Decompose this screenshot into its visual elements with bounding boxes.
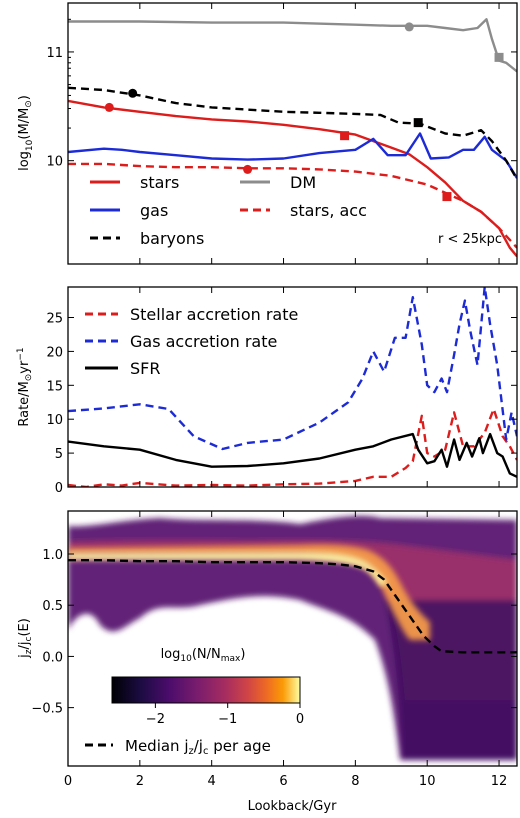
y-tick-label: 5 <box>55 447 63 462</box>
y-tick-label: 0 <box>55 481 63 496</box>
mid-legend: Stellar accretion rate Gas accretion rate… <box>85 305 298 378</box>
legend-label-stars: stars <box>140 173 179 192</box>
top-y-axis-label: log10(M/M⊙) <box>17 95 35 171</box>
series-line-stars-acc <box>68 162 517 249</box>
x-tick-label: 10 <box>419 774 436 789</box>
y-tick-label: 0.5 <box>42 599 63 614</box>
mid-y-axis-label: Rate/M⊙yr−1 <box>16 347 34 426</box>
mass-curves <box>68 18 517 258</box>
colorbar-gradient <box>111 676 301 704</box>
x-axis-label: Lookback/Gyr <box>248 799 337 814</box>
mass-markers <box>104 22 504 202</box>
legend-label-dm: DM <box>290 173 316 192</box>
marker-square <box>442 192 452 202</box>
bottom-legend: Median jz/jc per age <box>85 737 271 757</box>
y-tick-label: 20 <box>46 345 63 360</box>
mid-axis-ticks: 0 5 10 15 20 25 <box>46 287 517 496</box>
series-line-stellar-accretion-rate <box>68 407 517 487</box>
legend-label-median: Median jz/jc per age <box>125 737 271 757</box>
y-tick-label: 1.0 <box>42 548 63 563</box>
y-tick-label: 15 <box>46 379 63 394</box>
legend-label-gas: gas <box>140 201 168 220</box>
marker-square <box>413 118 423 128</box>
marker-circle <box>128 88 138 98</box>
median-curve <box>68 559 517 654</box>
plot-frame <box>67 2 518 265</box>
legend-label-stars-acc: stars, acc <box>290 201 367 220</box>
panel-circularity: −0.5 0.0 0.5 1.0 0 2 4 6 8 10 12 jz/jc(E) Lookback… <box>17 510 518 814</box>
marker-square <box>340 131 350 141</box>
rate-curves <box>68 287 517 487</box>
series-line-median-j-z-j-c-per-age <box>68 559 517 654</box>
y-tick-label: 25 <box>46 312 63 327</box>
series-line-baryons <box>68 86 517 180</box>
colorbar: log10(N/Nmax) −2 −1 0 <box>111 647 304 727</box>
x-tick-label: 4 <box>208 774 216 789</box>
marker-circle <box>243 164 253 174</box>
heatmap-core <box>68 552 388 586</box>
colorbar-label: log10(N/Nmax) <box>161 647 246 664</box>
x-tick-label: 12 <box>491 774 508 789</box>
heatmap <box>68 515 517 760</box>
marker-square <box>494 52 504 62</box>
radius-annotation: r < 25kpc <box>438 232 502 247</box>
series-line-gas <box>68 132 517 179</box>
x-tick-label: 2 <box>136 774 144 789</box>
y-tick-label: 10 <box>46 155 63 170</box>
legend-label-gas-accretion-rate: Gas accretion rate <box>130 332 277 351</box>
bottom-axis-ticks: −0.5 0.0 0.5 1.0 0 2 4 6 8 10 12 <box>31 511 517 789</box>
plot-frame <box>67 286 518 488</box>
y-tick-label: −0.5 <box>31 702 63 717</box>
series-line-gas-accretion-rate <box>68 287 517 451</box>
marker-circle <box>104 102 114 112</box>
y-tick-label: 0.0 <box>42 650 63 665</box>
marker-circle <box>404 22 414 32</box>
colorbar-tick-label: 0 <box>296 712 304 727</box>
series-line-dm <box>68 18 517 73</box>
legend-label-stellar-accretion-rate: Stellar accretion rate <box>130 305 298 324</box>
x-tick-label: 6 <box>279 774 287 789</box>
series-line-sfr <box>68 432 517 478</box>
top-legend: stars gas baryons DM stars, acc <box>90 173 367 248</box>
bottom-y-axis-label: jz/jc(E) <box>17 618 34 659</box>
y-tick-label: 11 <box>46 46 63 61</box>
x-tick-label: 0 <box>64 774 72 789</box>
panel-stellar-mass: 10 11 log10(M/M⊙) stars gas baryons DM stars,… <box>17 2 518 265</box>
legend-label-baryons: baryons <box>140 229 204 248</box>
panel-rates: 0 5 10 15 20 25 Rate/M⊙yr−1 Stellar accretion… <box>16 286 518 496</box>
x-tick-label: 8 <box>351 774 359 789</box>
colorbar-tick-label: −1 <box>218 712 237 727</box>
top-axis-ticks: 10 11 <box>46 3 517 264</box>
y-tick-label: 10 <box>46 413 63 428</box>
legend-label-sfr: SFR <box>130 359 160 378</box>
colorbar-ticks: −2 −1 0 <box>146 703 304 727</box>
colorbar-tick-label: −2 <box>146 712 165 727</box>
series-line-stars <box>68 99 517 258</box>
plot-frame <box>67 510 518 767</box>
